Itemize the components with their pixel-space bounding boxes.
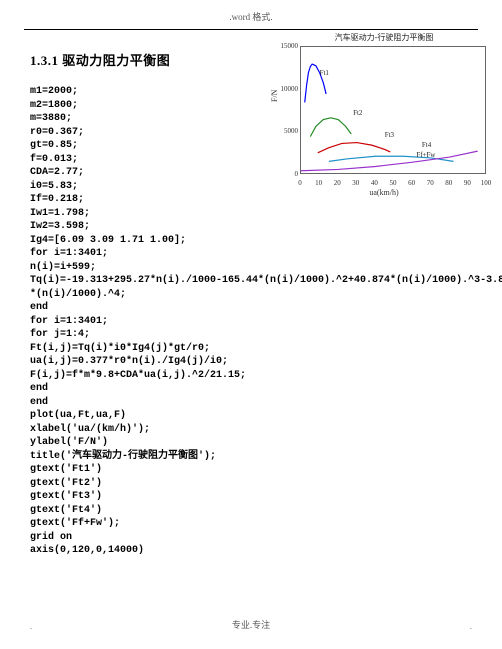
chart-plot-area: Ft1 Ft2 Ft3 Ft4 Ff+Fw xyxy=(300,46,486,174)
series-label-ft3: Ft3 xyxy=(385,131,394,139)
xtick: 0 xyxy=(298,179,302,187)
chart-svg xyxy=(301,47,487,175)
xtick: 50 xyxy=(390,179,397,187)
ytick: 15000 xyxy=(274,42,298,50)
page-footer-center: 专业.专注 xyxy=(0,618,502,631)
xtick: 80 xyxy=(445,179,452,187)
page-footer-left: . xyxy=(30,621,32,631)
content-area: 1.3.1 驱动力阻力平衡图 m1=2000; m2=1800; m=3880;… xyxy=(0,30,502,558)
xtick: 10 xyxy=(315,179,322,187)
ytick: 0 xyxy=(274,170,298,178)
xtick: 70 xyxy=(427,179,434,187)
xtick: 40 xyxy=(371,179,378,187)
xtick: 90 xyxy=(464,179,471,187)
series-label-ft1: Ft1 xyxy=(320,69,329,77)
xtick: 20 xyxy=(334,179,341,187)
ytick: 5000 xyxy=(274,127,298,135)
ytick: 10000 xyxy=(274,85,298,93)
chart-title: 汽车驱动力-行驶阻力平衡图 xyxy=(268,32,500,43)
page-header: .word 格式. xyxy=(0,0,502,23)
series-label-ft4: Ft4 xyxy=(422,141,431,149)
xtick: 30 xyxy=(352,179,359,187)
page-footer-right: . xyxy=(470,621,472,631)
xtick: 100 xyxy=(481,179,492,187)
series-label-ft2: Ft2 xyxy=(353,109,362,117)
chart-container: 汽车驱动力-行驶阻力平衡图 F/N Ft1Ft2Ft3Ft4Ff+Fw 0500… xyxy=(268,32,500,197)
chart-xlabel: ua(km/h) xyxy=(268,188,500,197)
xtick: 60 xyxy=(408,179,415,187)
series-label-ff+fw: Ff+Fw xyxy=(416,151,435,159)
